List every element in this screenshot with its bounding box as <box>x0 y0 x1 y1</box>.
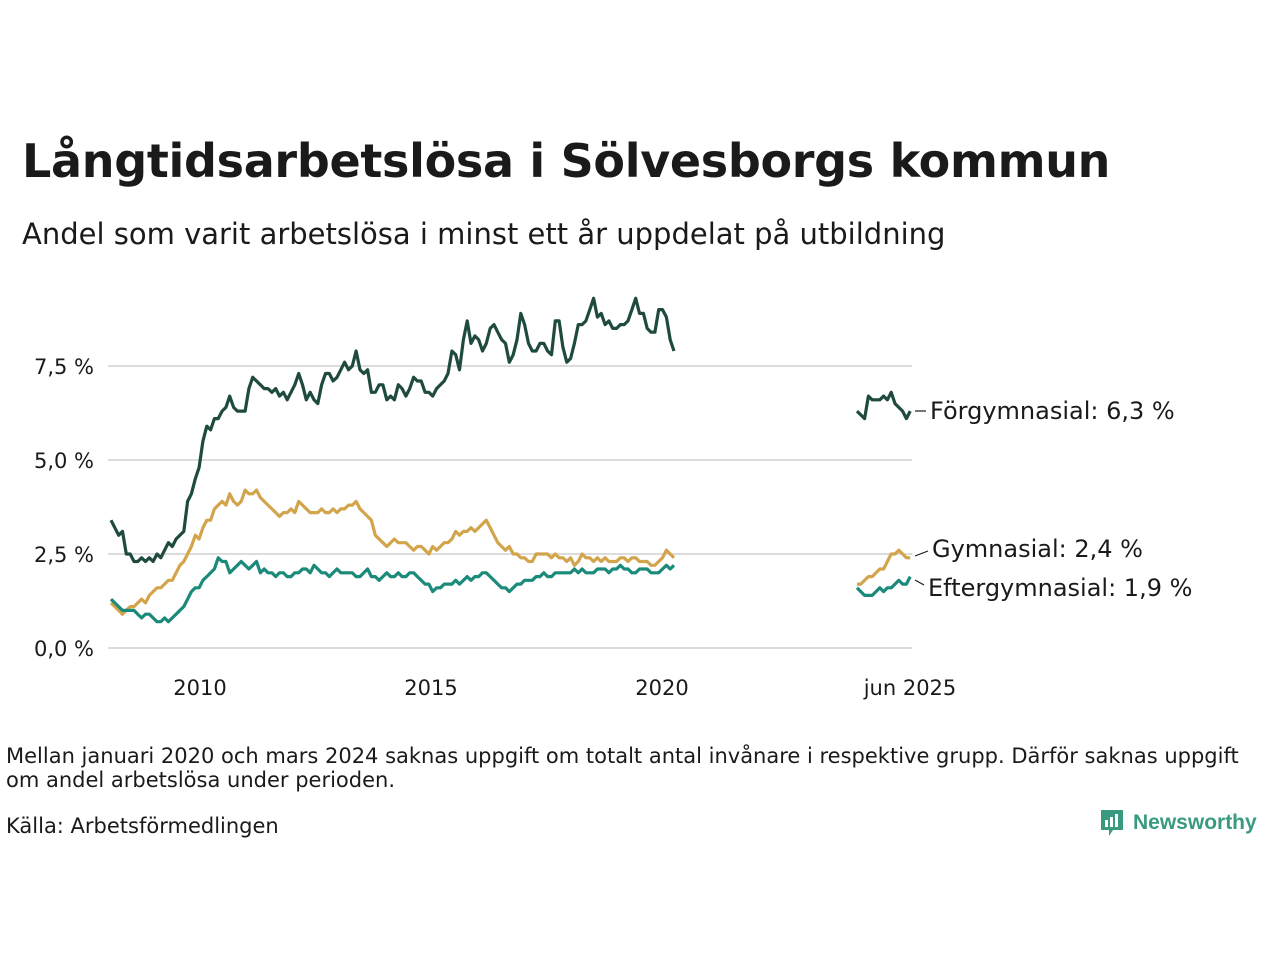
y-axis-ticks: 0,0 % 2,5 % 5,0 % 7,5 % <box>34 355 94 661</box>
x-axis-ticks: 2010 2015 2020 jun 2025 <box>173 676 956 700</box>
series-line-förgymnasial-segment-1 <box>109 296 676 564</box>
gridlines <box>108 365 912 649</box>
y-tick-label: 2,5 % <box>34 543 94 567</box>
source-text: Källa: Arbetsförmedlingen <box>6 814 279 838</box>
series-label-eftergymnasial: Eftergymnasial: 1,9 % <box>928 574 1192 602</box>
series-line-förgymnasial-segment-2 <box>855 390 912 421</box>
series-label-gymnasial: Gymnasial: 2,4 % <box>932 535 1143 563</box>
x-tick-label: 2010 <box>173 676 226 700</box>
series-line-eftergymnasial-segment-2 <box>855 575 912 598</box>
series-end-labels: Förgymnasial: 6,3 % Gymnasial: 2,4 % Efter… <box>914 397 1192 602</box>
x-tick-label: 2015 <box>404 676 457 700</box>
series-line-eftergymnasial-segment-1 <box>109 556 676 624</box>
chart-subtitle: Andel som varit arbetslösa i minst ett å… <box>22 217 946 251</box>
series-line-gymnasial-segment-1 <box>109 488 676 616</box>
series-lines <box>109 296 912 624</box>
y-tick-label: 0,0 % <box>34 637 94 661</box>
label-leader-line <box>914 579 925 586</box>
brand-name: Newsworthy <box>1133 811 1257 834</box>
footnote: Mellan januari 2020 och mars 2024 saknas… <box>6 744 1239 792</box>
x-tick-label: jun 2025 <box>863 676 957 700</box>
line-chart: 0,0 % 2,5 % 5,0 % 7,5 % 2010 2015 2020 jun 202… <box>34 296 1192 700</box>
series-label-förgymnasial: Förgymnasial: 6,3 % <box>930 397 1175 425</box>
y-tick-label: 5,0 % <box>34 449 94 473</box>
label-leader-line <box>914 550 929 557</box>
series-line-gymnasial-segment-2 <box>857 548 911 586</box>
newsworthy-logo-icon <box>1099 808 1125 838</box>
x-tick-label: 2020 <box>635 676 688 700</box>
newsworthy-logo[interactable]: Newsworthy <box>1099 808 1257 838</box>
y-tick-label: 7,5 % <box>34 355 94 379</box>
chart-title: Långtidsarbetslösa i Sölvesborgs kommun <box>22 134 1111 188</box>
